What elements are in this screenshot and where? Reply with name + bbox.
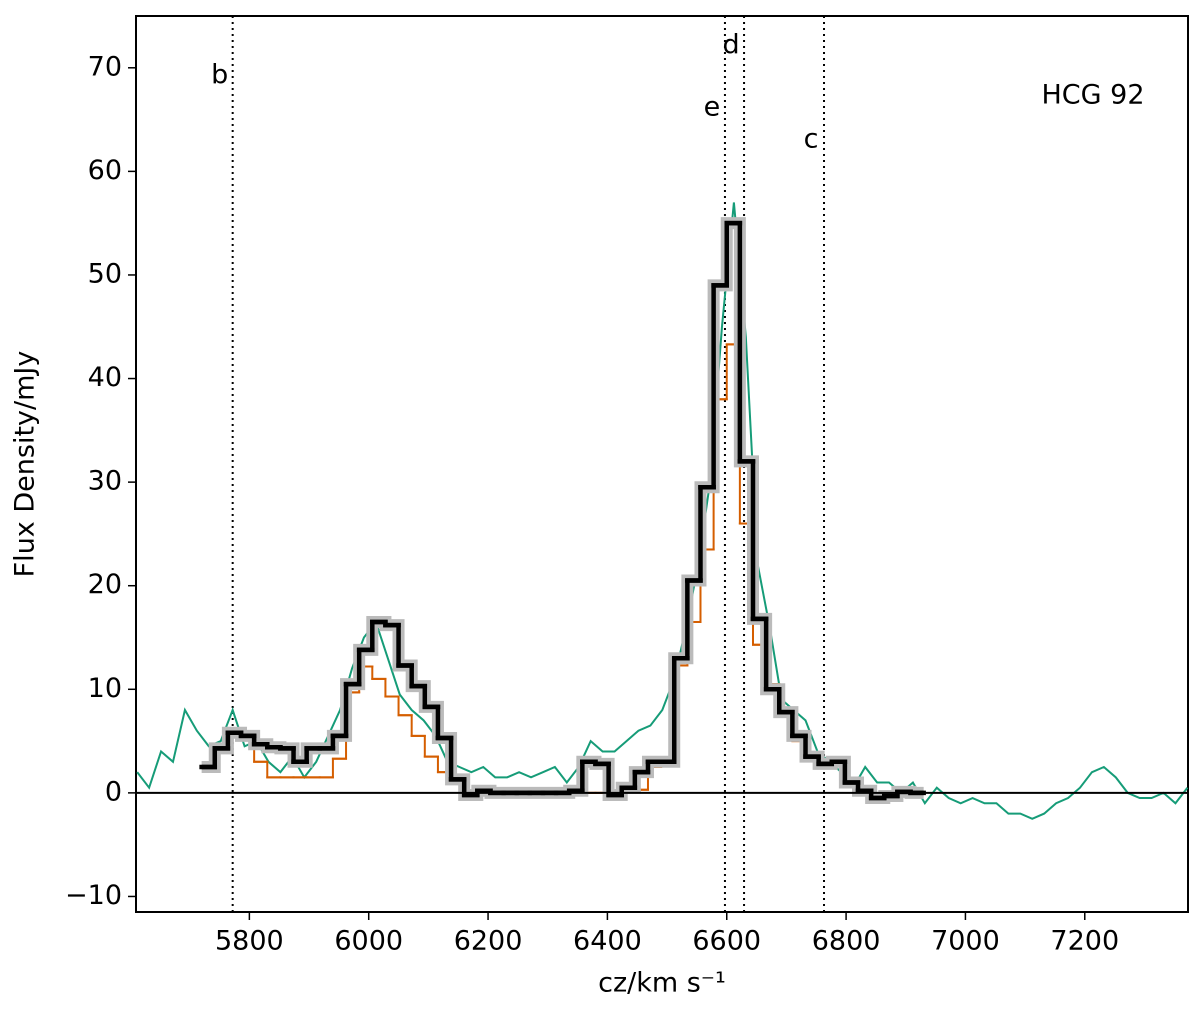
x-tick-label: 6800 (812, 926, 881, 957)
x-tick-label: 6600 (692, 926, 761, 957)
spectrum-line (136, 202, 1188, 820)
y-tick-label: 70 (88, 51, 122, 82)
error-band (201, 217, 924, 805)
x-tick-label: 7000 (931, 926, 1000, 957)
y-tick-label: 10 (88, 673, 122, 704)
x-tick-label: 6000 (334, 926, 403, 957)
y-tick-label: 50 (88, 258, 122, 289)
marker-label: e (704, 92, 721, 123)
y-tick-label: 40 (88, 362, 122, 393)
x-tick-label: 7200 (1050, 926, 1119, 957)
x-axis-label: cz/km s⁻¹ (598, 968, 726, 999)
y-axis-label: Flux Density/mJy (10, 351, 41, 578)
step-connector (201, 343, 924, 800)
step-connector (201, 220, 924, 801)
y-tick-label: −10 (65, 880, 122, 911)
y-tick-label: 60 (88, 155, 122, 186)
marker-label: c (804, 124, 819, 155)
y-tick-label: 20 (88, 569, 122, 600)
x-tick-label: 5800 (215, 926, 284, 957)
marker-label: b (211, 60, 228, 91)
plot-frame (135, 15, 1189, 913)
y-tick-label: 30 (88, 466, 122, 497)
x-tick-label: 6400 (573, 926, 642, 957)
y-tick-label: 0 (105, 776, 122, 807)
marker-label: d (722, 30, 739, 61)
x-tick-label: 6200 (454, 926, 523, 957)
annotation: HCG 92 (1041, 80, 1144, 111)
